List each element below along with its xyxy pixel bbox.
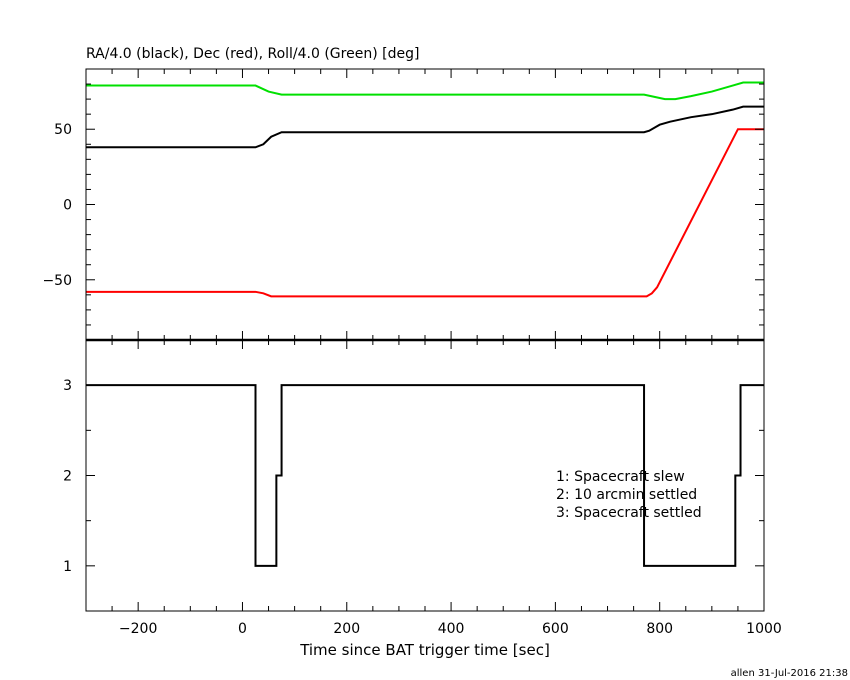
bottom-y-tick-label: 3 [63, 378, 72, 394]
legend-entry: 2: 10 arcmin settled [556, 487, 697, 503]
x-axis-label: Time since BAT trigger time [sec] [299, 641, 550, 659]
footer-stamp: allen 31-Jul-2016 21:38 [731, 668, 848, 679]
top-y-tick-label: 0 [63, 198, 72, 214]
x-tick-label: 400 [438, 621, 465, 637]
x-tick-label: 600 [542, 621, 569, 637]
bottom-series-line-0 [86, 384, 764, 567]
top-series-line-1 [86, 105, 764, 149]
chart-title: RA/4.0 (black), Dec (red), Roll/4.0 (Gre… [86, 46, 419, 62]
x-tick-label: 800 [646, 621, 673, 637]
bottom-y-tick-label: 1 [63, 559, 72, 575]
x-tick-label: −200 [119, 621, 157, 637]
x-tick-label: 0 [238, 621, 247, 637]
legend-entry: 3: Spacecraft settled [556, 505, 702, 521]
top-series-line-2 [86, 128, 764, 298]
top-series-line-0 [86, 81, 764, 101]
x-tick-label: 200 [333, 621, 360, 637]
top-plot-frame [85, 68, 765, 341]
bottom-panel: 1 2 3 −200 0 200 400 600 800 1000 [63, 338, 782, 637]
x-tick-label: 1000 [746, 621, 782, 637]
top-panel: −50 0 50 [42, 68, 765, 341]
legend-entry: 1: Spacecraft slew [556, 469, 685, 485]
bottom-y-tick-label: 2 [63, 469, 72, 485]
top-y-tick-label: 50 [54, 122, 72, 138]
state-legend: 1: Spacecraft slew 2: 10 arcmin settled 3:… [556, 469, 702, 521]
top-y-tick-label: −50 [42, 273, 72, 289]
